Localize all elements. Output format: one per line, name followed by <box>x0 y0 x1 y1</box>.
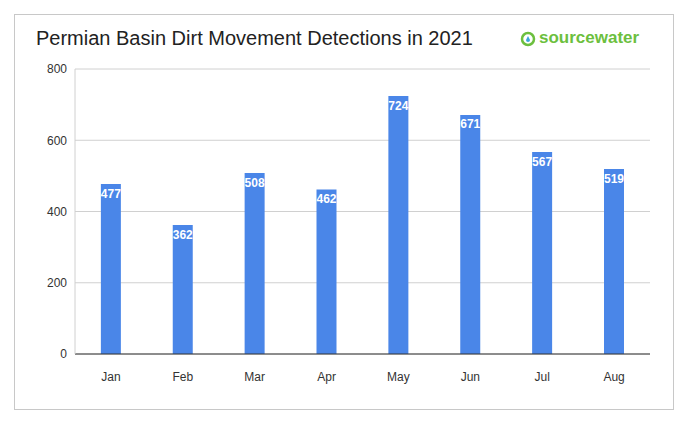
svg-text:0: 0 <box>60 347 67 361</box>
svg-text:519: 519 <box>604 172 624 186</box>
svg-text:200: 200 <box>47 276 67 290</box>
svg-text:567: 567 <box>532 155 552 169</box>
svg-text:600: 600 <box>47 134 67 148</box>
svg-text:400: 400 <box>47 205 67 219</box>
svg-text:Jun: Jun <box>461 370 480 384</box>
svg-text:508: 508 <box>245 176 265 190</box>
svg-text:Aug: Aug <box>603 370 624 384</box>
svg-text:May: May <box>387 370 410 384</box>
svg-text:Jan: Jan <box>101 370 120 384</box>
svg-text:Mar: Mar <box>244 370 265 384</box>
svg-text:Jul: Jul <box>535 370 550 384</box>
svg-text:800: 800 <box>47 62 67 76</box>
html-text:sourcewater: sourcewater <box>539 28 640 47</box>
svg-text:477: 477 <box>101 187 121 201</box>
svg-text:Apr: Apr <box>317 370 336 384</box>
svg-text:724: 724 <box>388 99 408 113</box>
svg-text:671: 671 <box>460 117 480 131</box>
html-text:Permian Basin Dirt Movement De: Permian Basin Dirt Movement Detections i… <box>36 27 473 49</box>
svg-text:Feb: Feb <box>172 370 193 384</box>
svg-text:462: 462 <box>316 192 336 206</box>
svg-text:362: 362 <box>173 228 193 242</box>
